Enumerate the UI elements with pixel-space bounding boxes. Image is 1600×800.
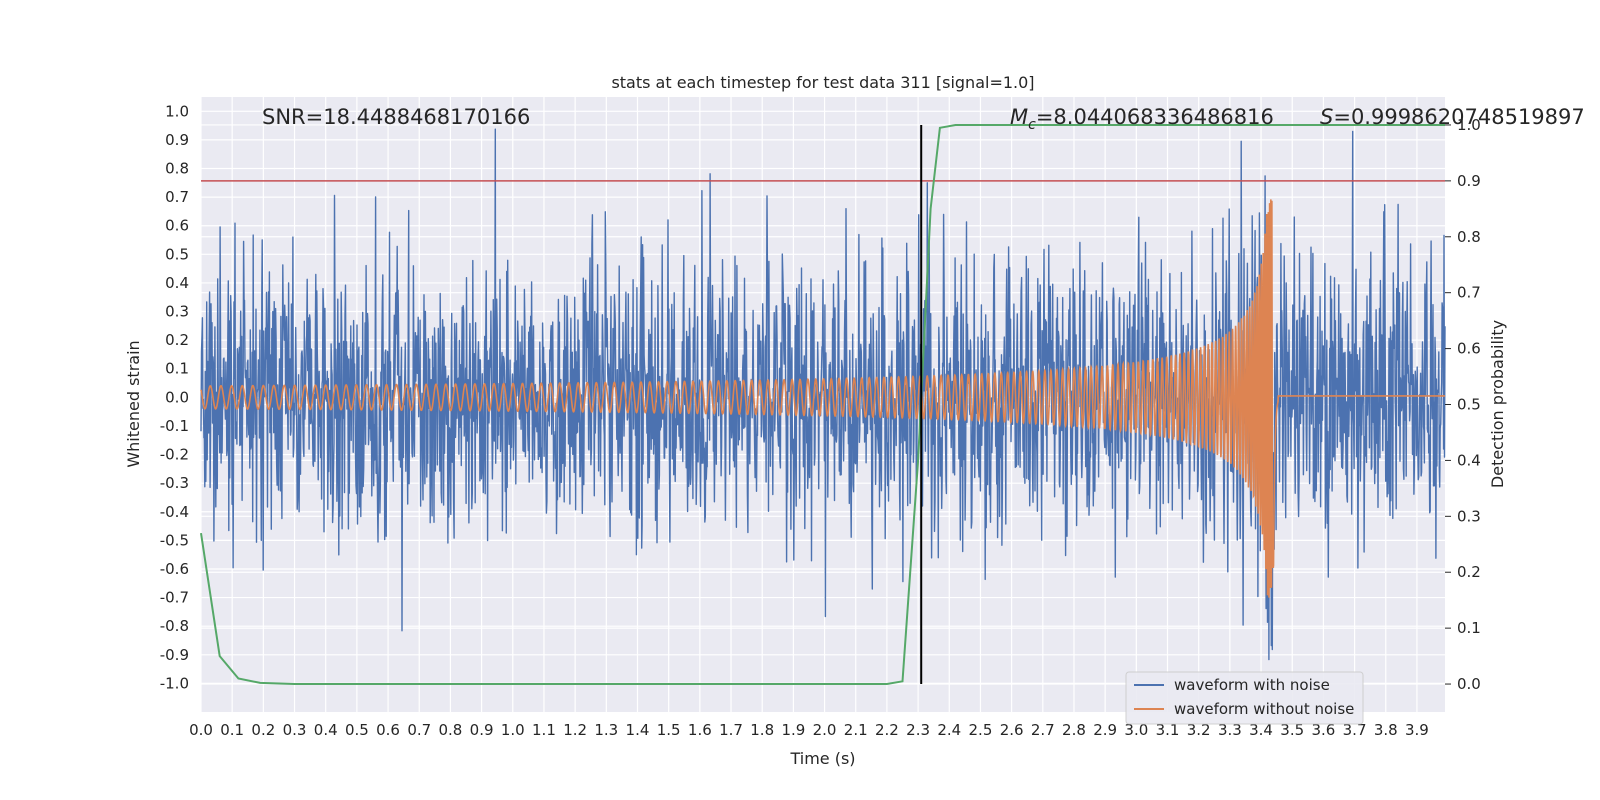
y-tick-label: -0.6 <box>160 560 189 578</box>
x-tick-label: 1.3 <box>594 721 618 739</box>
y-tick-label: -0.5 <box>160 531 189 549</box>
x-tick-label: 3.4 <box>1249 721 1273 739</box>
y-tick-label: 0.5 <box>165 245 189 263</box>
x-tick-label: 2.0 <box>813 721 837 739</box>
x-tick-label: 2.3 <box>906 721 930 739</box>
mc-subscript: c <box>1028 117 1036 133</box>
mc-symbol: M <box>1010 105 1028 129</box>
x-tick-label: 0.0 <box>189 721 213 739</box>
x-tick-label: 2.4 <box>937 721 961 739</box>
x-tick-label: 1.2 <box>563 721 587 739</box>
y-tick-label: 0.4 <box>165 274 189 292</box>
x-tick-label: 0.8 <box>438 721 462 739</box>
y-tick-label: -0.2 <box>160 446 189 464</box>
y-tick-label: -0.7 <box>160 589 189 607</box>
x-tick-label: 3.7 <box>1343 721 1367 739</box>
y2-tick-label: 0.1 <box>1457 619 1481 637</box>
series-layer <box>200 124 1446 685</box>
s-value: =0.9998620748519897 <box>1333 105 1584 129</box>
y-axis-label: Whitened strain <box>124 340 143 467</box>
x-tick-label: 3.8 <box>1374 721 1398 739</box>
y2-tick-label: 0.8 <box>1457 228 1481 246</box>
x-tick-label: 2.2 <box>875 721 899 739</box>
y2-tick-label: 0.0 <box>1457 675 1481 693</box>
x-tick-label: 0.9 <box>470 721 494 739</box>
x-tick-label: 2.8 <box>1062 721 1086 739</box>
y-tick-label: 0.9 <box>165 131 189 149</box>
y-tick-label: -1.0 <box>160 674 189 692</box>
y-tick-label: 1.0 <box>165 102 189 120</box>
x-tick-label: 1.9 <box>781 721 805 739</box>
x-tick-label: 1.5 <box>657 721 681 739</box>
y-tick-label: 0.6 <box>165 217 189 235</box>
x-tick-label: 0.1 <box>220 721 244 739</box>
x-tick-label: 1.6 <box>688 721 712 739</box>
x-tick-label: 1.0 <box>501 721 525 739</box>
x-tick-label: 1.8 <box>750 721 774 739</box>
x-tick-label: 2.1 <box>844 721 868 739</box>
x-tick-label: 0.5 <box>345 721 369 739</box>
y2-tick-label: 0.5 <box>1457 396 1481 414</box>
snr-annotation: SNR=18.4488468170166 <box>262 105 530 129</box>
y2-tick-label: 0.6 <box>1457 340 1481 358</box>
mc-value: =8.044068336486816 <box>1036 105 1274 129</box>
x-tick-label: 1.1 <box>532 721 556 739</box>
x-tick-label: 2.5 <box>969 721 993 739</box>
y-tick-label: 0.3 <box>165 303 189 321</box>
x-tick-label: 1.7 <box>719 721 743 739</box>
x-tick-label: 0.2 <box>251 721 275 739</box>
x-tick-label: 1.4 <box>626 721 650 739</box>
legend-label-clean: waveform without noise <box>1174 700 1354 718</box>
ticks: 0.0 0.1 0.2 0.3 0.4 0.5 0.6 0.7 0.8 0.9 1.0 1.1 1.2 1… <box>160 102 1481 739</box>
x-axis-label: Time (s) <box>789 749 855 768</box>
y-tick-label: -0.9 <box>160 646 189 664</box>
x-tick-label: 3.5 <box>1280 721 1304 739</box>
y2-tick-label: 0.2 <box>1457 563 1481 581</box>
x-tick-label: 0.4 <box>314 721 338 739</box>
x-tick-label: 3.1 <box>1156 721 1180 739</box>
y-tick-label: -0.4 <box>160 503 189 521</box>
y2-tick-label: 0.9 <box>1457 172 1481 190</box>
x-tick-label: 2.6 <box>1000 721 1024 739</box>
y-tick-label: 0.7 <box>165 188 189 206</box>
y2-tick-label: 1.0 <box>1457 116 1481 134</box>
x-tick-label: 3.6 <box>1311 721 1335 739</box>
y2-tick-label: 0.7 <box>1457 284 1481 302</box>
legend: waveform with noise waveform without noi… <box>1125 671 1364 725</box>
series-waveform-with-noise <box>200 128 1446 661</box>
y2-tick-label: 0.3 <box>1457 507 1481 525</box>
x-tick-label: 0.7 <box>407 721 431 739</box>
x-tick-label: 2.7 <box>1031 721 1055 739</box>
y-tick-label: -0.8 <box>160 617 189 635</box>
series-detection-probability <box>200 124 1445 685</box>
y-tick-label: -0.3 <box>160 474 189 492</box>
x-tick-label: 0.3 <box>283 721 307 739</box>
series-waveform-without-noise <box>200 199 1445 598</box>
x-tick-label: 3.9 <box>1405 721 1429 739</box>
x-tick-label: 3.0 <box>1124 721 1148 739</box>
y-tick-label: 0.1 <box>165 360 189 378</box>
x-tick-label: 3.2 <box>1187 721 1211 739</box>
legend-box <box>1125 671 1364 725</box>
y2-tick-label: 0.4 <box>1457 451 1481 469</box>
score-annotation: S=0.9998620748519897 <box>1320 105 1585 129</box>
legend-label-noise: waveform with noise <box>1174 676 1330 694</box>
y-tick-label: -0.1 <box>160 417 189 435</box>
y2-axis-label: Detection probability <box>1488 320 1507 488</box>
y-tick-label: 0.0 <box>165 388 189 406</box>
x-tick-label: 3.3 <box>1218 721 1242 739</box>
x-tick-label: 2.9 <box>1093 721 1117 739</box>
y-tick-label: 0.8 <box>165 160 189 178</box>
chart-title: stats at each timestep for test data 311… <box>611 73 1034 92</box>
y-tick-label: 0.2 <box>165 331 189 349</box>
chirp-mass-annotation: Mc=8.044068336486816 <box>1010 105 1274 133</box>
x-tick-label: 0.6 <box>376 721 400 739</box>
s-symbol: S <box>1320 105 1333 129</box>
